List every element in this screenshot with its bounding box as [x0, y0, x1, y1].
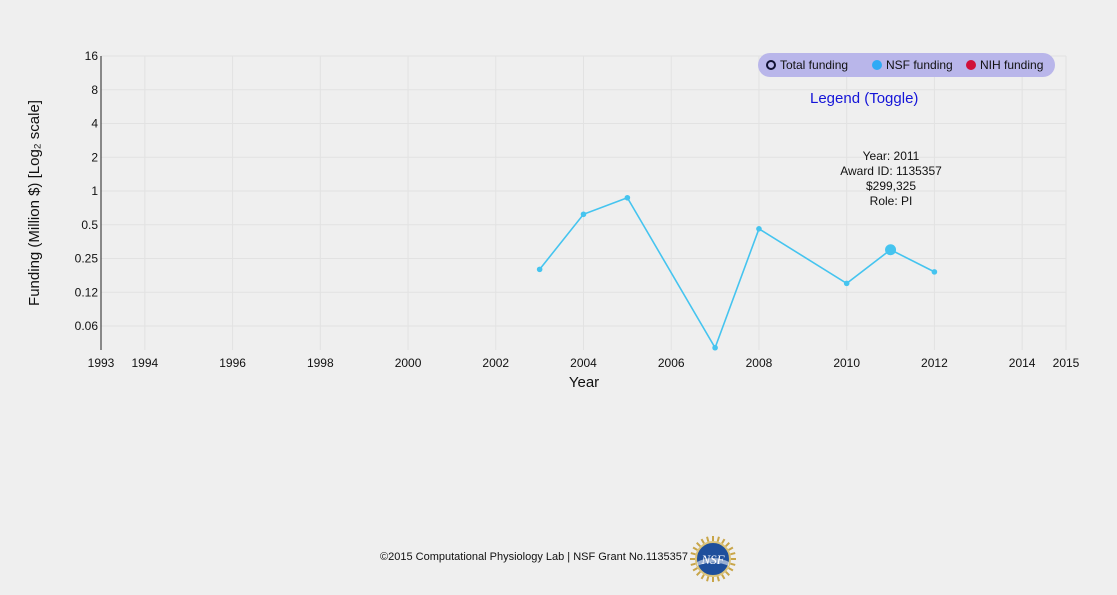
x-tick-label: 2010 — [833, 356, 860, 370]
nsf-logo: NSF — [690, 536, 736, 582]
dot-icon — [872, 60, 882, 70]
x-tick-label: 2000 — [395, 356, 422, 370]
y-tick-label: 0.06 — [75, 319, 99, 333]
x-tick-label: 2015 — [1053, 356, 1080, 370]
legend-label: NIH funding — [980, 58, 1044, 72]
y-axis-ticks: 0.06 0.12 0.25 0.5 1 2 4 8 16 — [75, 49, 99, 333]
x-tick-label: 2008 — [746, 356, 773, 370]
y-tick-label: 0.12 — [75, 285, 99, 299]
legend-item-total-funding[interactable]: Total funding — [766, 58, 848, 72]
tooltip-award-id: Award ID: 1135357 — [840, 164, 942, 178]
x-axis-title: Year — [569, 374, 599, 391]
y-tick-label: 16 — [85, 49, 99, 63]
y-tick-label: 2 — [91, 150, 98, 164]
data-point[interactable] — [843, 280, 850, 287]
x-tick-label: 2014 — [1009, 356, 1036, 370]
chart-series — [536, 194, 938, 351]
data-point[interactable] — [536, 266, 543, 273]
y-tick-label: 1 — [91, 184, 98, 198]
nsf-funding-line — [539, 196, 935, 350]
y-tick-label: 0.25 — [75, 252, 99, 266]
ring-icon — [766, 60, 776, 70]
tooltip-role: Role: PI — [869, 194, 913, 208]
y-axis-title: Funding (Million $) [Log₂ scale] — [26, 100, 43, 306]
legend-item-nih-funding[interactable]: NIH funding — [966, 58, 1043, 72]
tooltip-amount: $299,325 — [865, 179, 917, 193]
y-tick-label: 4 — [91, 117, 98, 131]
x-tick-label: 2006 — [658, 356, 685, 370]
y-tick-label: 0.5 — [81, 218, 98, 232]
legend-item-nsf-funding[interactable]: NSF funding — [872, 58, 953, 72]
data-point[interactable] — [624, 194, 631, 201]
x-tick-label: 2012 — [921, 356, 948, 370]
legend-label: NSF funding — [886, 58, 953, 72]
footer-text: ©2015 Computational Physiology Lab | NSF… — [380, 551, 688, 563]
x-tick-label: 1994 — [132, 356, 159, 370]
y-tick-label: 8 — [91, 83, 98, 97]
svg-text:NSF: NSF — [700, 552, 725, 567]
data-point[interactable] — [756, 226, 762, 232]
x-tick-label: 2002 — [482, 356, 509, 370]
data-point[interactable] — [712, 344, 718, 351]
legend: Total funding NSF funding NIH funding — [758, 53, 1055, 77]
x-tick-label: 2004 — [570, 356, 597, 370]
data-point[interactable] — [580, 211, 587, 218]
x-tick-label: 1993 — [88, 356, 115, 370]
legend-label: Total funding — [780, 58, 849, 72]
legend-toggle-link[interactable]: Legend (Toggle) — [810, 90, 919, 107]
highlighted-data-point[interactable] — [885, 244, 897, 256]
dot-icon — [966, 60, 976, 70]
tooltip-year: Year: 2011 — [862, 149, 920, 163]
x-tick-label: 1996 — [219, 356, 246, 370]
x-tick-label: 1998 — [307, 356, 334, 370]
data-point[interactable] — [931, 269, 938, 275]
data-tooltip: Year: 2011 Award ID: 1135357 $299,325 Ro… — [826, 149, 956, 209]
x-axis-ticks: 1993 1994 1996 1998 2000 2002 2004 2006 2008 2010… — [88, 356, 1080, 370]
